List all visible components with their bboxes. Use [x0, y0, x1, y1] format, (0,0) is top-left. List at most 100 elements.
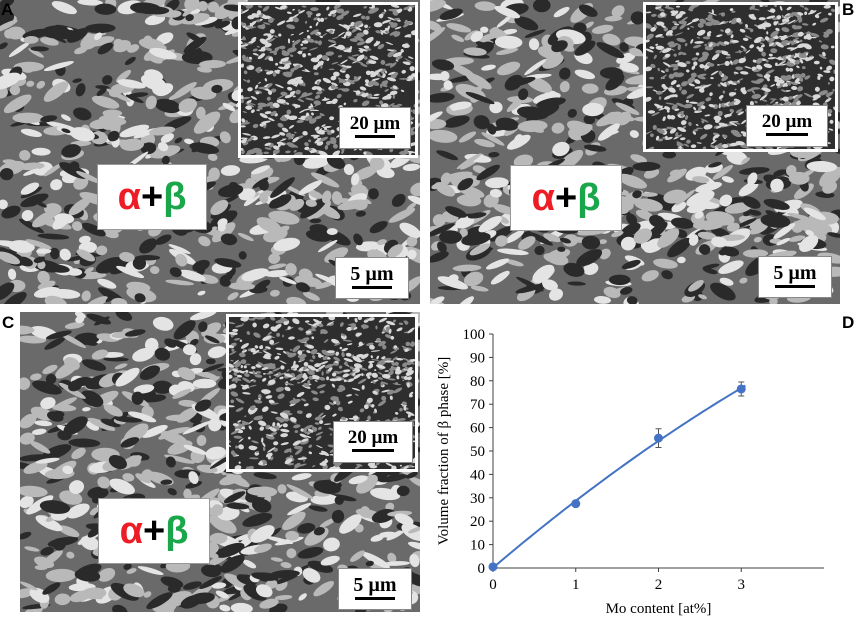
texture-grain: [283, 448, 291, 453]
x-tick-label: 0: [489, 577, 497, 593]
texture-grain: [390, 335, 395, 340]
texture-grain: [50, 179, 63, 191]
texture-grain: [266, 37, 276, 44]
texture-grain: [268, 194, 292, 209]
texture-grain: [388, 328, 392, 334]
texture-grain: [341, 150, 344, 154]
texture-grain: [619, 42, 629, 53]
texture-grain: [744, 35, 752, 39]
texture-grain: [706, 33, 711, 37]
texture-grain: [738, 181, 759, 197]
texture-grain: [210, 199, 229, 216]
texture-grain: [356, 474, 378, 494]
texture-grain: [725, 56, 732, 59]
texture-grain: [296, 370, 303, 373]
texture-grain: [792, 95, 796, 99]
texture-grain: [119, 252, 135, 262]
texture-grain: [312, 355, 316, 360]
texture-grain: [8, 41, 31, 58]
texture-grain: [457, 178, 474, 191]
texture-grain: [640, 241, 653, 252]
texture-grain: [724, 112, 733, 119]
texture-grain: [347, 326, 352, 329]
texture-grain: [101, 75, 113, 85]
texture-grain: [262, 377, 267, 382]
texture-grain: [266, 96, 271, 101]
texture-grain: [359, 408, 365, 413]
texture-grain: [801, 66, 806, 70]
texture-grain: [495, 47, 519, 55]
texture-grain: [369, 156, 385, 171]
texture-grain: [617, 173, 647, 189]
texture-grain: [229, 351, 237, 356]
texture-grain: [381, 356, 386, 360]
texture-grain: [736, 218, 757, 228]
texture-grain: [241, 137, 249, 140]
texture-grain: [350, 323, 357, 328]
texture-grain: [264, 147, 272, 150]
texture-grain: [543, 253, 567, 265]
texture-grain: [291, 104, 294, 106]
texture-grain: [259, 598, 279, 609]
texture-grain: [693, 129, 699, 132]
texture-grain: [325, 100, 334, 104]
texture-grain: [673, 23, 680, 26]
texture-grain: [527, 231, 553, 246]
texture-grain: [292, 364, 299, 369]
texture-grain: [485, 258, 510, 270]
texture-grain: [818, 40, 823, 43]
texture-grain: [669, 128, 677, 134]
texture-grain: [332, 13, 337, 18]
texture-grain: [268, 365, 276, 370]
texture-grain: [673, 53, 677, 57]
texture-grain: [275, 320, 279, 324]
texture-grain: [721, 52, 731, 56]
texture-grain: [392, 10, 399, 16]
texture-grain: [759, 94, 768, 101]
texture-grain: [253, 332, 261, 338]
texture-grain: [248, 56, 253, 60]
texture-grain: [489, 101, 503, 114]
texture-grain: [806, 160, 838, 173]
texture-grain: [830, 45, 835, 49]
texture-grain: [557, 246, 566, 252]
texture-grain: [736, 17, 742, 23]
texture-grain: [341, 416, 346, 421]
texture-grain: [2, 291, 27, 304]
texture-grain: [605, 73, 625, 91]
y-tick-label: 30: [470, 491, 485, 507]
texture-grain: [305, 413, 312, 418]
texture-grain: [23, 461, 48, 474]
texture-grain: [282, 511, 306, 531]
texture-grain: [132, 347, 155, 362]
texture-grain: [312, 465, 316, 468]
texture-grain: [304, 142, 309, 147]
texture-grain: [258, 397, 261, 400]
texture-grain: [302, 92, 312, 97]
texture-grain: [345, 352, 352, 357]
texture-grain: [366, 397, 373, 403]
texture-grain: [28, 48, 44, 58]
texture-grain: [32, 380, 62, 395]
texture-grain: [305, 20, 308, 24]
texture-grain: [323, 423, 332, 425]
texture-grain: [830, 8, 835, 13]
texture-grain: [701, 105, 706, 110]
texture-grain: [297, 546, 324, 559]
texture-grain: [489, 188, 502, 198]
texture-grain: [784, 100, 791, 106]
texture-grain: [285, 351, 290, 355]
texture-grain: [252, 177, 269, 189]
texture-grain: [333, 5, 342, 10]
texture-grain: [594, 296, 611, 304]
texture-grain: [274, 35, 278, 38]
texture-grain: [260, 46, 266, 52]
texture-grain: [708, 161, 722, 168]
texture-grain: [238, 438, 244, 443]
texture-grain: [442, 171, 473, 182]
texture-grain: [353, 363, 363, 369]
texture-grain: [676, 141, 684, 147]
texture-grain: [543, 233, 561, 243]
texture-grain: [354, 36, 363, 41]
texture-grain: [382, 19, 392, 24]
